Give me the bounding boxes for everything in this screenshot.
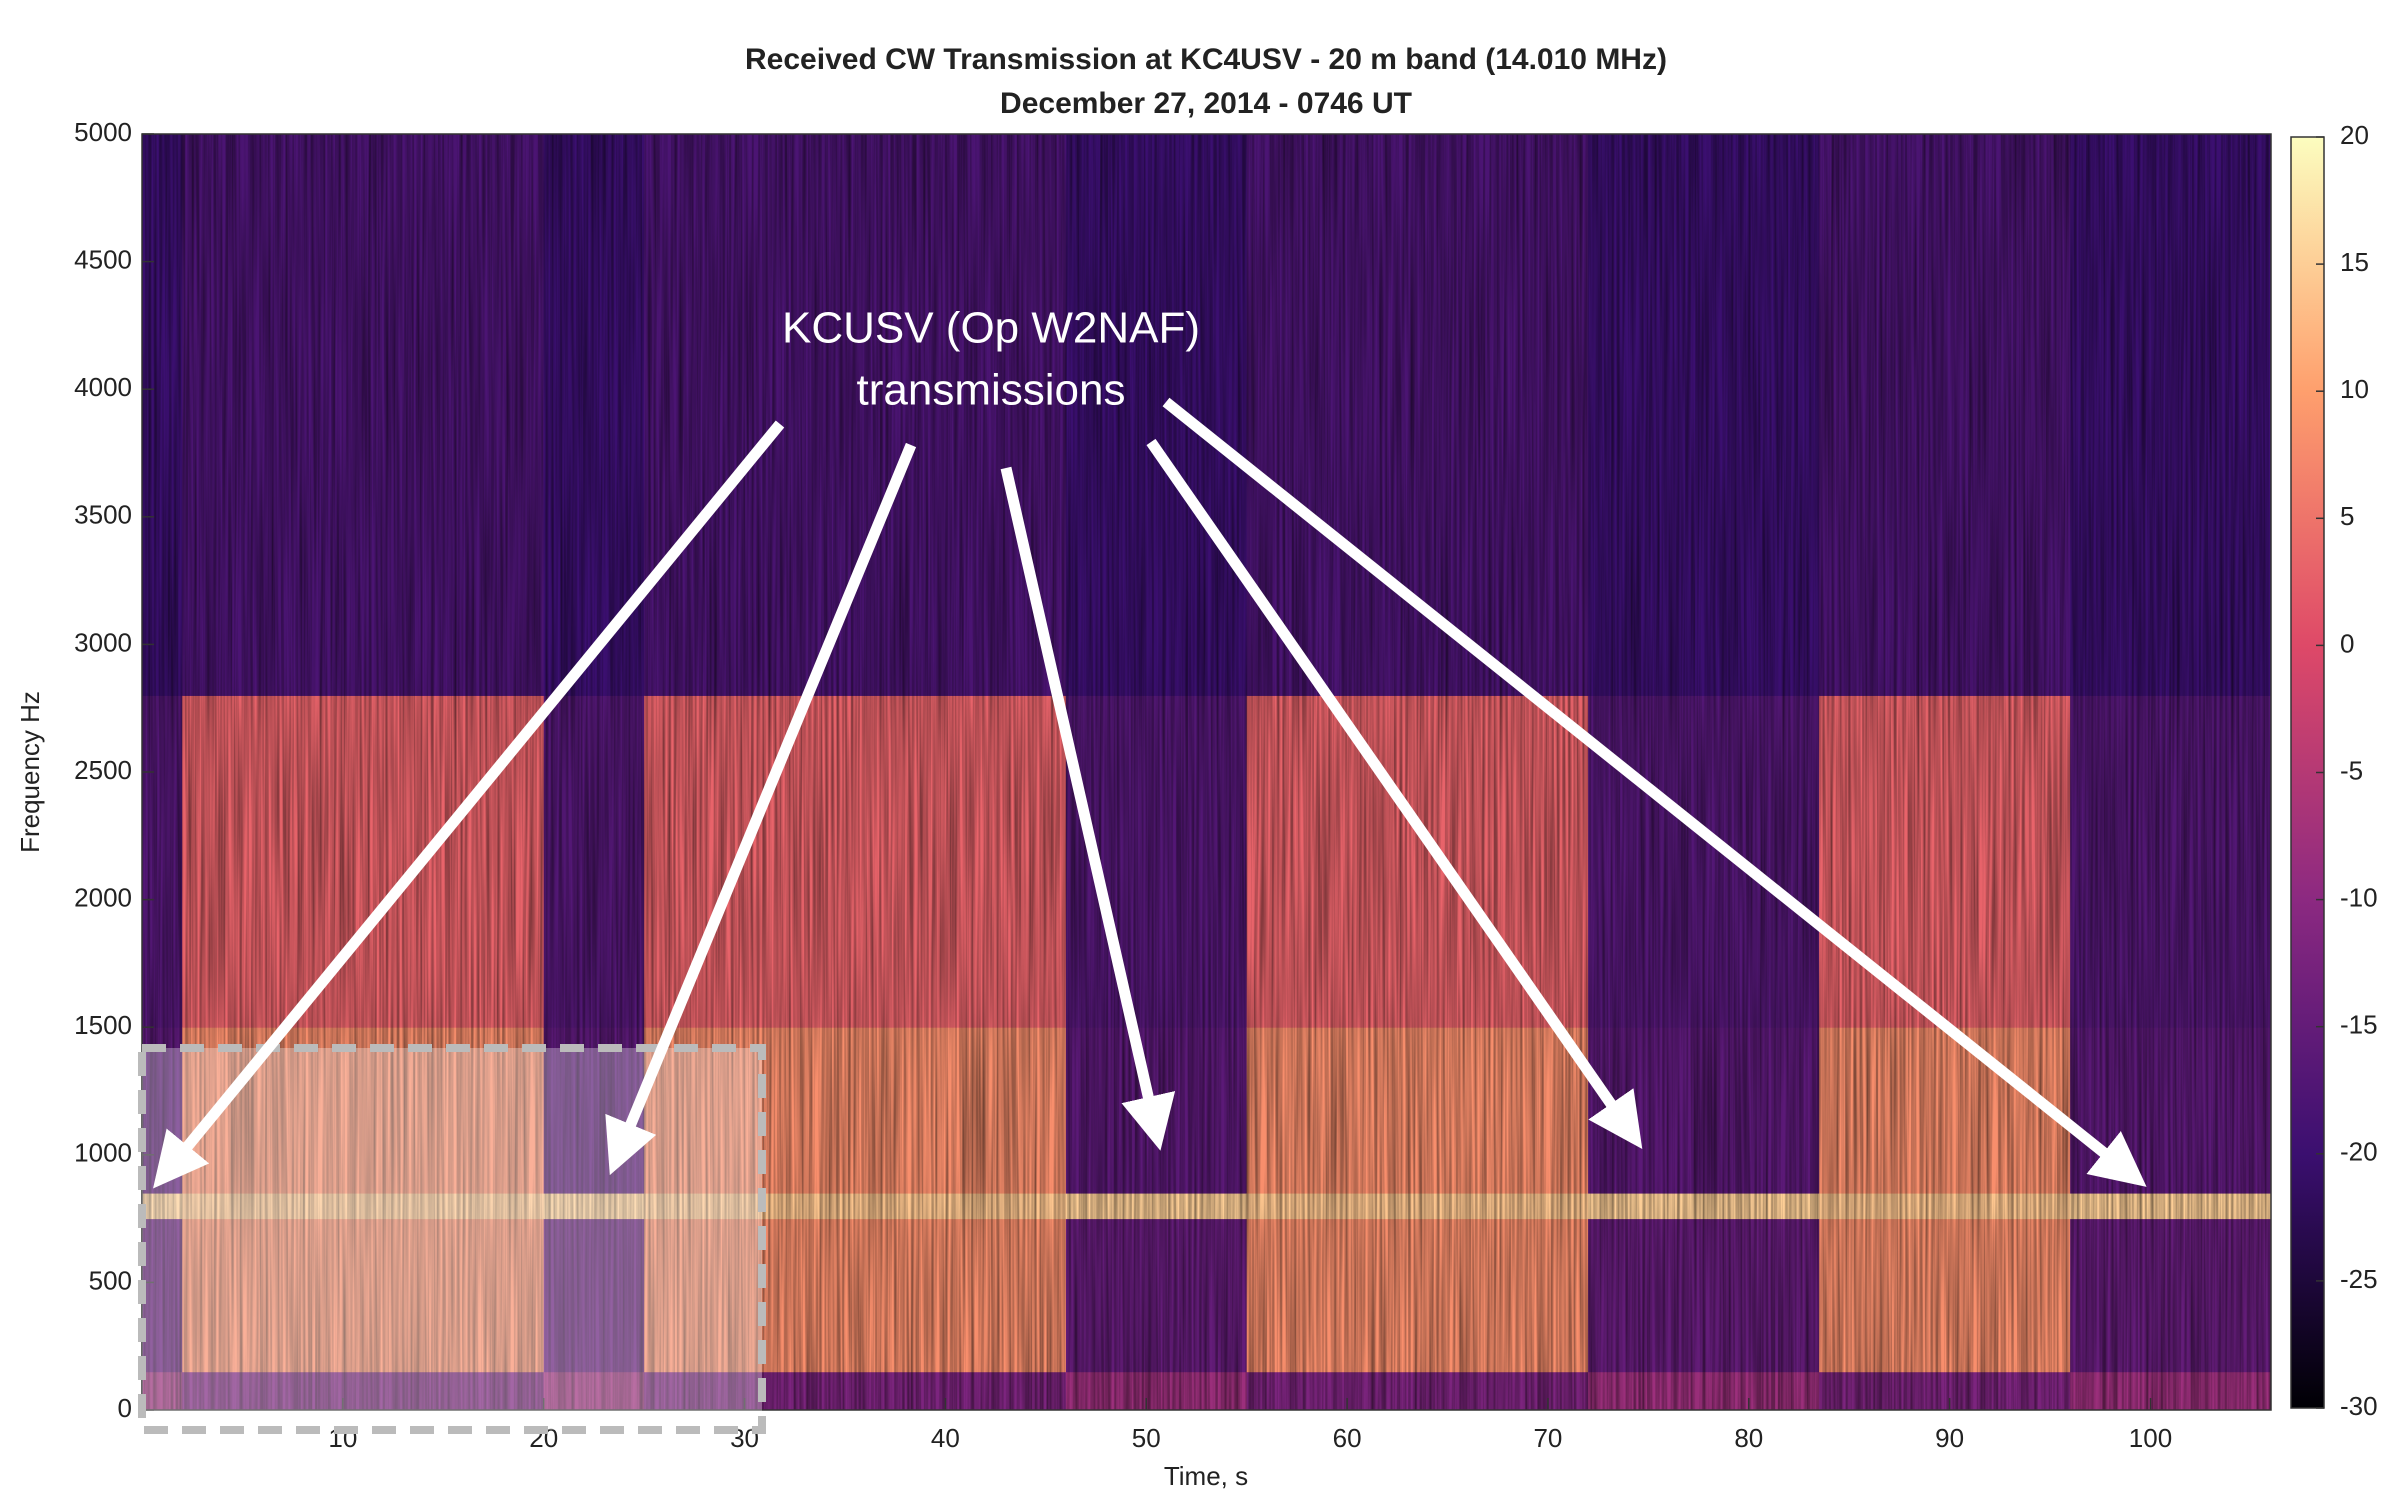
arrow xyxy=(1162,397,2147,1187)
chart-subtitle: December 27, 2014 - 0746 UT xyxy=(1000,87,1412,120)
colorbar-tick-label: 20 xyxy=(2340,120,2369,150)
y-tick-label: 5000 xyxy=(74,117,132,147)
arrow xyxy=(1000,466,1176,1151)
y-tick-label: 3500 xyxy=(74,500,132,530)
chart-title: Received CW Transmission at KC4USV - 20 … xyxy=(745,43,1667,76)
y-axis-label: Frequency Hz xyxy=(15,691,45,853)
y-tick-label: 4500 xyxy=(74,244,132,274)
y-tick-label: 500 xyxy=(89,1265,132,1295)
x-tick-label: 100 xyxy=(2129,1423,2172,1453)
x-tick-label: 40 xyxy=(931,1423,960,1453)
axes: 10 20 30 40 50 60 70 80 90 1000500100015002000250… xyxy=(74,117,2377,1453)
colorbar-tick-label: 15 xyxy=(2340,247,2369,277)
x-axis-label: Time, s xyxy=(1164,1461,1248,1491)
y-tick-label: 0 xyxy=(118,1393,132,1423)
annotation: KCUSV (Op W2NAF) xyxy=(782,304,1200,353)
colorbar-tick-label: 10 xyxy=(2340,374,2369,404)
colorbar-tick-label: -10 xyxy=(2340,882,2378,912)
y-tick-label: 2000 xyxy=(74,882,132,912)
colorbar-tick-label: -25 xyxy=(2340,1264,2378,1294)
arrow xyxy=(1146,438,1643,1150)
colorbar-tick-label: -15 xyxy=(2340,1010,2378,1040)
x-tick-label: 80 xyxy=(1734,1423,1763,1453)
y-tick-label: 3000 xyxy=(74,627,132,657)
highlight-box xyxy=(138,1044,766,1434)
x-tick-label: 70 xyxy=(1533,1423,1562,1453)
y-tick-label: 4000 xyxy=(74,372,132,402)
y-tick-label: 2500 xyxy=(74,755,132,785)
colorbar-tick-label: 0 xyxy=(2340,628,2354,658)
x-tick-label: 90 xyxy=(1935,1423,1964,1453)
colorbar-tick-label: -5 xyxy=(2340,755,2363,785)
arrow xyxy=(605,442,917,1176)
annotation: transmissions xyxy=(857,366,1126,415)
x-tick-label: 60 xyxy=(1333,1423,1362,1453)
colorbar-tick-label: -30 xyxy=(2340,1391,2378,1421)
y-tick-label: 1000 xyxy=(74,1138,132,1168)
arrow xyxy=(153,420,785,1189)
colorbar-tick-label: 5 xyxy=(2340,501,2354,531)
y-tick-label: 1500 xyxy=(74,1010,132,1040)
x-tick-label: 50 xyxy=(1132,1423,1161,1453)
colorbar-tick-label: -20 xyxy=(2340,1137,2378,1167)
arrows xyxy=(153,397,2147,1189)
